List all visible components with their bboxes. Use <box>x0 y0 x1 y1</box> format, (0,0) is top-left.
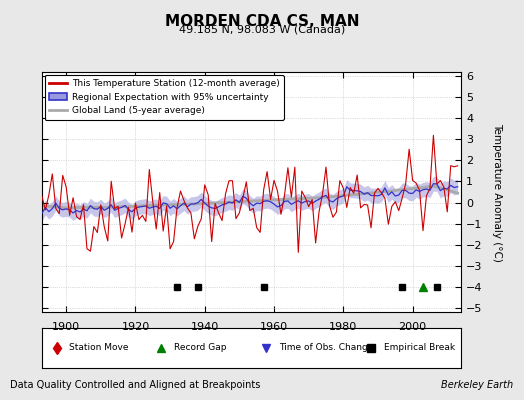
Text: Record Gap: Record Gap <box>174 344 226 352</box>
Text: 1920: 1920 <box>122 322 149 332</box>
Text: 49.185 N, 98.083 W (Canada): 49.185 N, 98.083 W (Canada) <box>179 24 345 34</box>
Text: MORDEN CDA CS, MAN: MORDEN CDA CS, MAN <box>165 14 359 29</box>
Text: Empirical Break: Empirical Break <box>384 344 455 352</box>
Text: 1980: 1980 <box>329 322 357 332</box>
Text: 2000: 2000 <box>399 322 427 332</box>
Text: 1900: 1900 <box>52 322 80 332</box>
Text: Berkeley Earth: Berkeley Earth <box>441 380 514 390</box>
Y-axis label: Temperature Anomaly (°C): Temperature Anomaly (°C) <box>492 122 502 262</box>
Text: Time of Obs. Change: Time of Obs. Change <box>279 344 373 352</box>
Text: 1940: 1940 <box>191 322 219 332</box>
Text: Station Move: Station Move <box>69 344 129 352</box>
Text: Data Quality Controlled and Aligned at Breakpoints: Data Quality Controlled and Aligned at B… <box>10 380 261 390</box>
Legend: This Temperature Station (12-month average), Regional Expectation with 95% uncer: This Temperature Station (12-month avera… <box>45 75 284 120</box>
Text: 1960: 1960 <box>260 322 288 332</box>
